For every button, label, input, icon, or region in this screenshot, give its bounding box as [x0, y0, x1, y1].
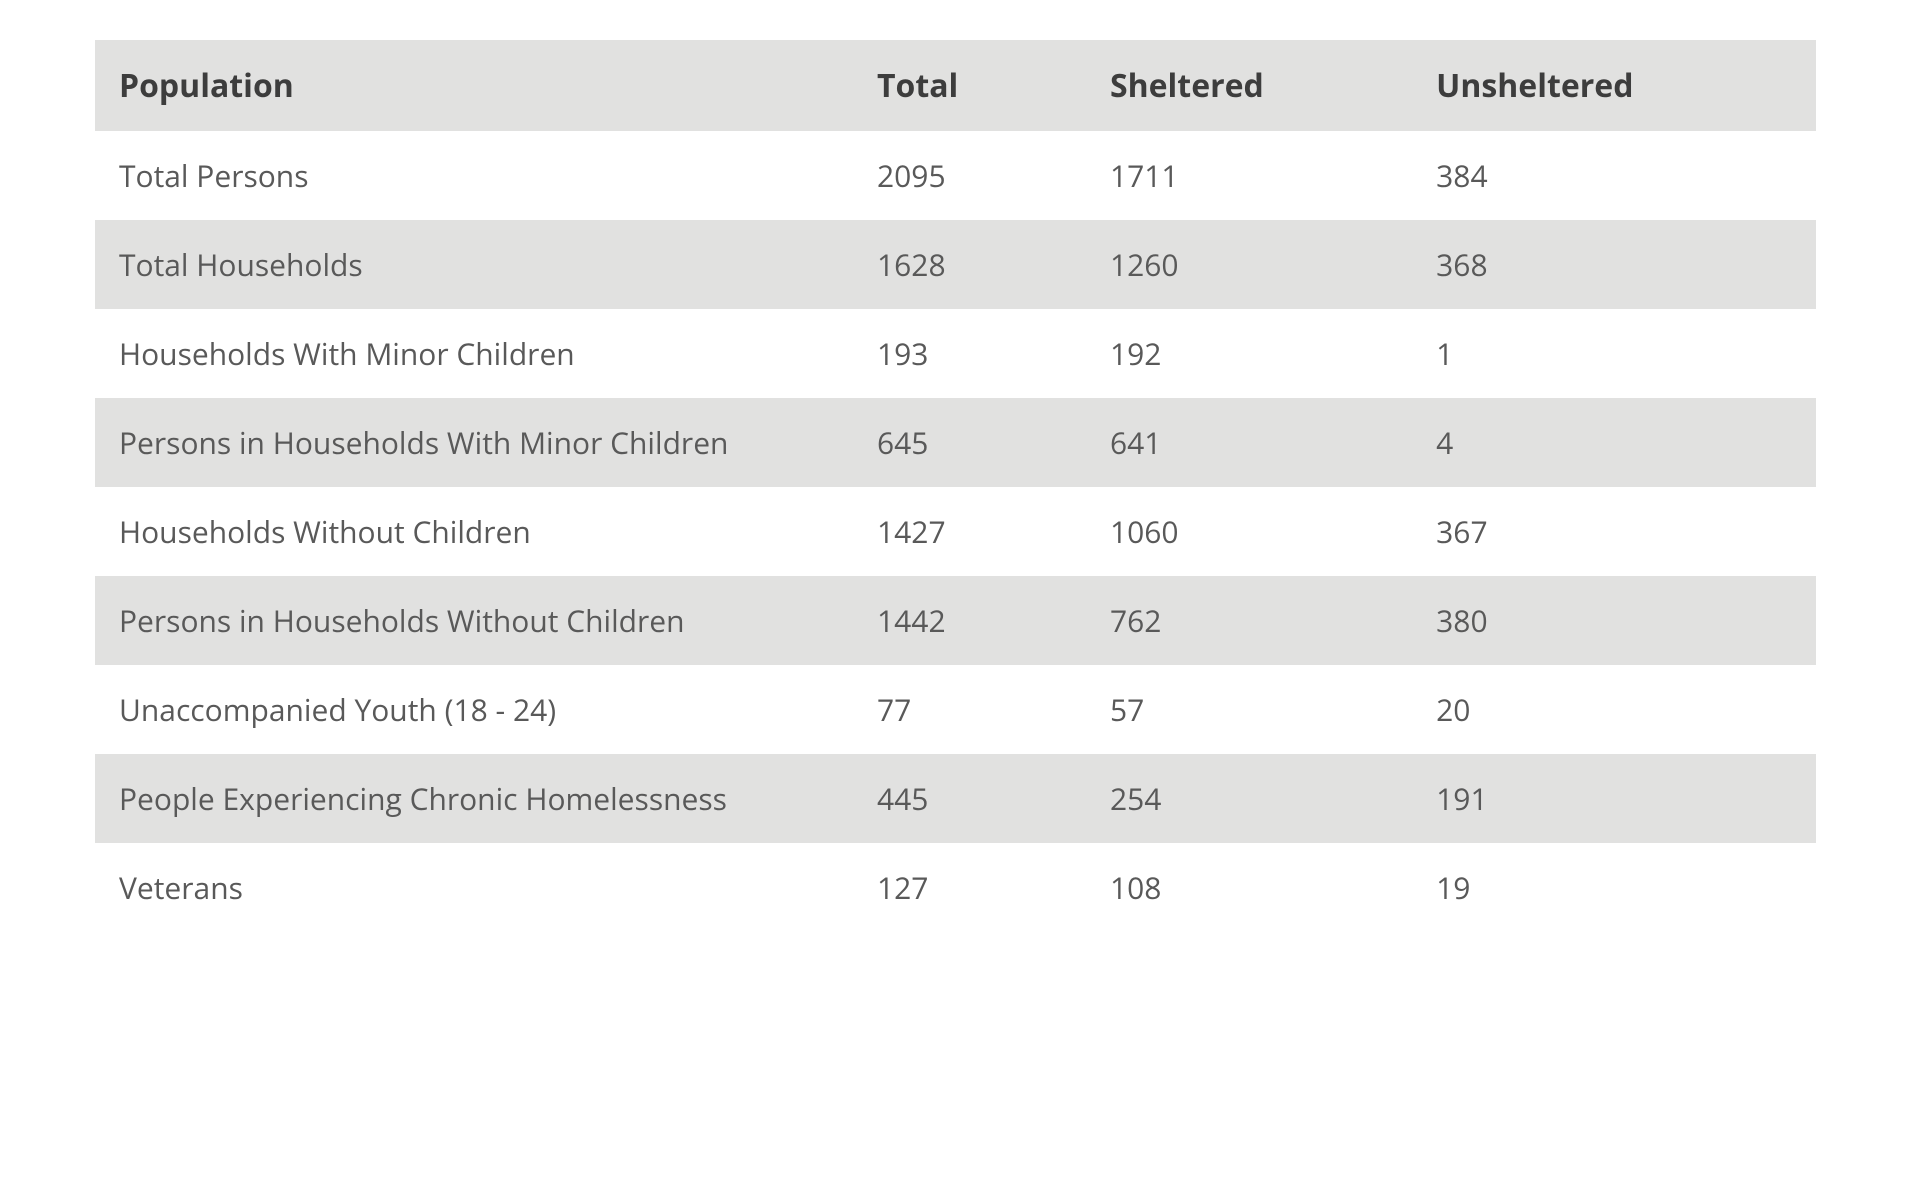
cell-population: Households Without Children: [95, 487, 853, 576]
cell-population: Total Households: [95, 220, 853, 309]
cell-total: 445: [853, 754, 1086, 843]
cell-unsheltered: 1: [1412, 309, 1816, 398]
cell-total: 77: [853, 665, 1086, 754]
table-row: Households Without Children 1427 1060 36…: [95, 487, 1816, 576]
cell-unsheltered: 191: [1412, 754, 1816, 843]
cell-unsheltered: 368: [1412, 220, 1816, 309]
cell-sheltered: 57: [1086, 665, 1412, 754]
cell-unsheltered: 4: [1412, 398, 1816, 487]
cell-total: 645: [853, 398, 1086, 487]
col-header-population: Population: [95, 40, 853, 131]
population-table: Population Total Sheltered Unsheltered T…: [95, 40, 1816, 932]
cell-total: 1427: [853, 487, 1086, 576]
table-row: Total Persons 2095 1711 384: [95, 131, 1816, 220]
cell-sheltered: 1711: [1086, 131, 1412, 220]
cell-population: Persons in Households Without Children: [95, 576, 853, 665]
cell-unsheltered: 380: [1412, 576, 1816, 665]
cell-total: 127: [853, 843, 1086, 932]
cell-population: Total Persons: [95, 131, 853, 220]
table-row: Veterans 127 108 19: [95, 843, 1816, 932]
cell-total: 1442: [853, 576, 1086, 665]
cell-unsheltered: 367: [1412, 487, 1816, 576]
cell-sheltered: 641: [1086, 398, 1412, 487]
table-row: Persons in Households With Minor Childre…: [95, 398, 1816, 487]
col-header-total: Total: [853, 40, 1086, 131]
cell-unsheltered: 20: [1412, 665, 1816, 754]
table-header: Population Total Sheltered Unsheltered: [95, 40, 1816, 131]
cell-total: 2095: [853, 131, 1086, 220]
cell-unsheltered: 19: [1412, 843, 1816, 932]
table-header-row: Population Total Sheltered Unsheltered: [95, 40, 1816, 131]
table-body: Total Persons 2095 1711 384 Total Househ…: [95, 131, 1816, 932]
cell-population: Veterans: [95, 843, 853, 932]
table-row: People Experiencing Chronic Homelessness…: [95, 754, 1816, 843]
cell-unsheltered: 384: [1412, 131, 1816, 220]
cell-population: Persons in Households With Minor Childre…: [95, 398, 853, 487]
cell-sheltered: 1260: [1086, 220, 1412, 309]
cell-total: 193: [853, 309, 1086, 398]
cell-sheltered: 108: [1086, 843, 1412, 932]
cell-sheltered: 192: [1086, 309, 1412, 398]
table-row: Total Households 1628 1260 368: [95, 220, 1816, 309]
cell-population: Unaccompanied Youth (18 - 24): [95, 665, 853, 754]
table-row: Persons in Households Without Children 1…: [95, 576, 1816, 665]
col-header-unsheltered: Unsheltered: [1412, 40, 1816, 131]
cell-population: People Experiencing Chronic Homelessness: [95, 754, 853, 843]
col-header-sheltered: Sheltered: [1086, 40, 1412, 131]
cell-sheltered: 1060: [1086, 487, 1412, 576]
cell-sheltered: 254: [1086, 754, 1412, 843]
cell-total: 1628: [853, 220, 1086, 309]
cell-sheltered: 762: [1086, 576, 1412, 665]
table-row: Households With Minor Children 193 192 1: [95, 309, 1816, 398]
cell-population: Households With Minor Children: [95, 309, 853, 398]
table-row: Unaccompanied Youth (18 - 24) 77 57 20: [95, 665, 1816, 754]
